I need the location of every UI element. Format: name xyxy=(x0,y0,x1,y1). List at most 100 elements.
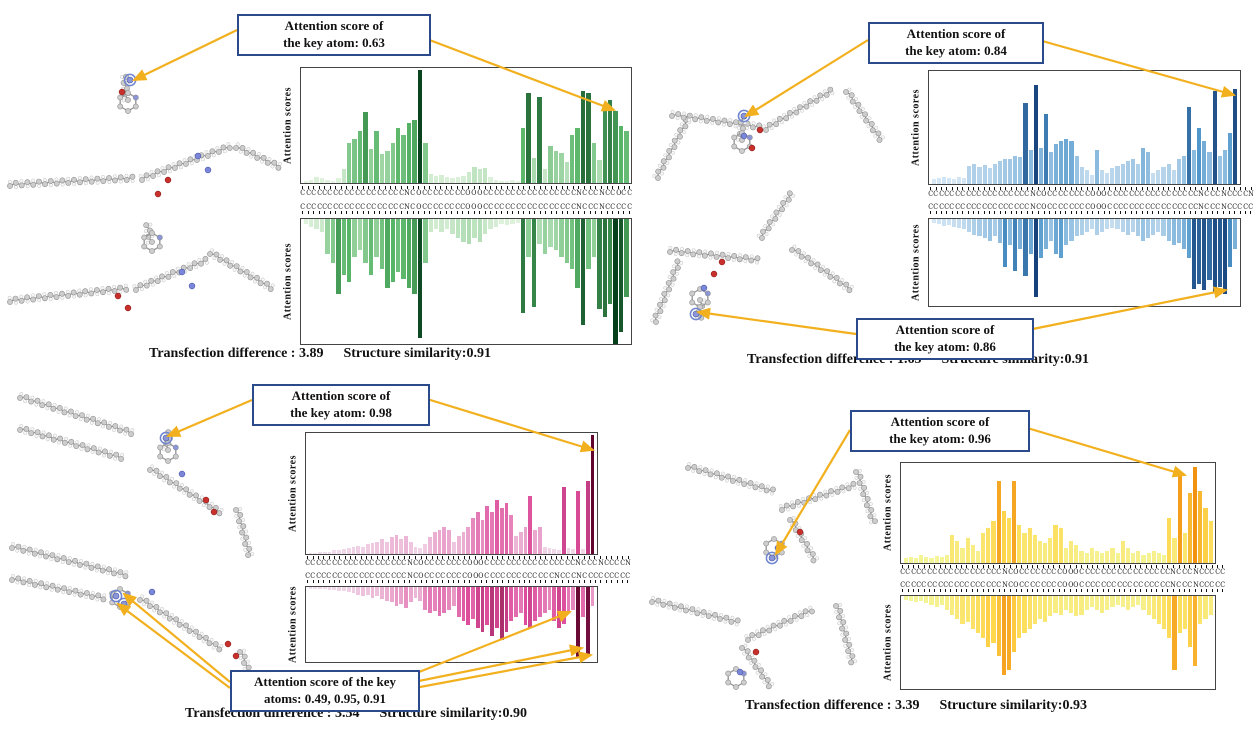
attention-bar xyxy=(423,587,428,610)
attention-bar xyxy=(1079,219,1084,235)
y-axis-label: Attention scores xyxy=(910,89,922,166)
attention-bar xyxy=(472,219,477,238)
x-axis-tick-label: C xyxy=(980,565,985,578)
x-axis-tick-label: C xyxy=(627,186,632,199)
attention-bar xyxy=(936,219,941,225)
attention-bar xyxy=(482,219,488,234)
x-axis-tick-label: C xyxy=(451,556,456,569)
attention-bar xyxy=(494,587,499,629)
attention-bar xyxy=(1181,219,1186,250)
x-axis-tick-label: C xyxy=(499,186,504,199)
x-axis-tick-label: C xyxy=(422,203,427,216)
x-axis-tick-label: C xyxy=(322,186,327,199)
x-axis-tick-label: C xyxy=(1210,187,1215,200)
x-axis-tick-label: O xyxy=(465,186,471,199)
attention-bar xyxy=(1032,596,1037,624)
attention-bar xyxy=(477,219,482,242)
attention-bar xyxy=(1023,219,1028,276)
x-axis-tick-label: O xyxy=(478,572,484,585)
x-axis-tick-label: C xyxy=(1123,187,1128,200)
x-axis-tick-label: C xyxy=(1149,581,1154,594)
attention-bar xyxy=(466,219,472,244)
x-axis-tick-label: C xyxy=(1134,187,1139,200)
x-axis-tick-label: C xyxy=(1138,581,1143,594)
attention-bar xyxy=(526,219,531,257)
x-axis-tick-label: C xyxy=(1133,581,1138,594)
attention-bar xyxy=(456,587,461,617)
attention-bar xyxy=(352,139,357,183)
x-axis-tick-label: C xyxy=(377,203,382,216)
x-axis-tick-label: C xyxy=(1172,203,1177,216)
attention-bar xyxy=(982,164,987,184)
attention-bar xyxy=(322,587,327,590)
x-axis-tick-label: C xyxy=(1161,203,1166,216)
attention-bar xyxy=(363,111,368,183)
attention-chart-bottom-right-upper xyxy=(900,462,1216,564)
attention-bar xyxy=(951,179,957,184)
connector-arrow xyxy=(744,39,869,118)
x-axis-tick-label: C xyxy=(565,203,570,216)
attention-bar xyxy=(970,596,975,629)
x-axis-tick-label: C xyxy=(996,581,1002,594)
x-axis-tick-label: O xyxy=(1073,565,1079,578)
x-axis-tick-label: C xyxy=(444,203,449,216)
attention-bar xyxy=(450,219,455,234)
x-axis-tick-label: C xyxy=(565,572,570,585)
attention-bar xyxy=(987,168,992,184)
x-axis-tick-label: C xyxy=(449,203,454,216)
x-axis-tick-label: C xyxy=(454,203,460,216)
attention-bar xyxy=(401,219,406,279)
connector-arrow xyxy=(116,602,231,689)
attention-bar xyxy=(509,587,514,621)
x-axis-tick-label: C xyxy=(510,186,515,199)
attention-bar xyxy=(1017,525,1022,563)
x-axis-tick-label: N xyxy=(599,186,605,199)
attention-bar xyxy=(965,538,970,563)
x-axis-tick-label: C xyxy=(543,203,548,216)
x-axis-tick-label: C xyxy=(1172,187,1177,200)
x-axis-tick-label: C xyxy=(505,203,510,216)
x-axis-tick-label: C xyxy=(976,187,981,200)
attention-bar xyxy=(1131,553,1136,563)
x-axis-tick-label: C xyxy=(1079,187,1084,200)
attention-bar xyxy=(1203,596,1208,620)
x-axis-tick-label: C xyxy=(410,186,415,199)
attention-bar xyxy=(571,549,576,554)
x-axis-tick-label: C xyxy=(359,572,364,585)
x-axis-tick-label: C xyxy=(1160,581,1165,594)
x-axis-tick-label: C xyxy=(1118,187,1123,200)
attention-bar xyxy=(313,552,318,554)
attention-bar xyxy=(1043,113,1049,184)
attention-bar xyxy=(575,219,580,288)
x-axis-tick-label: N xyxy=(1170,581,1176,594)
attention-bar xyxy=(423,219,428,263)
x-axis-tick-label: N xyxy=(1198,203,1204,216)
x-axis-tick-label: C xyxy=(1052,203,1058,216)
x-axis-tick-label: C xyxy=(976,203,981,216)
x-axis-tick-label: C xyxy=(1166,187,1171,200)
oxygen-atom xyxy=(710,270,718,278)
x-axis-tick-label: C xyxy=(1085,565,1090,578)
x-axis-tick-label: C xyxy=(1134,203,1139,216)
nitrogen-atom xyxy=(740,132,748,140)
x-axis-tick-label: C xyxy=(1101,565,1106,578)
x-axis-tick-label: C xyxy=(1095,565,1100,578)
x-axis-tick-label: C xyxy=(588,572,593,585)
attention-bar xyxy=(1186,107,1192,184)
attention-bar xyxy=(946,178,951,184)
x-axis-tick-label: C xyxy=(1215,581,1220,594)
x-axis-tick-label: C xyxy=(1144,565,1149,578)
x-axis-tick-label: O xyxy=(1013,581,1019,594)
attention-bar xyxy=(1089,548,1094,563)
x-axis-tick-label: C xyxy=(382,203,387,216)
attention-bar xyxy=(428,173,433,183)
x-axis-tick-label: C xyxy=(337,572,342,585)
attention-bar xyxy=(461,532,466,554)
attention-bar xyxy=(1048,596,1053,617)
attention-bar xyxy=(1222,150,1227,184)
attention-bar xyxy=(1012,481,1017,563)
attention-bar xyxy=(375,541,380,554)
attention-bar xyxy=(370,587,375,598)
x-axis-tick-label: C xyxy=(911,581,916,594)
attention-bar xyxy=(1018,219,1023,250)
